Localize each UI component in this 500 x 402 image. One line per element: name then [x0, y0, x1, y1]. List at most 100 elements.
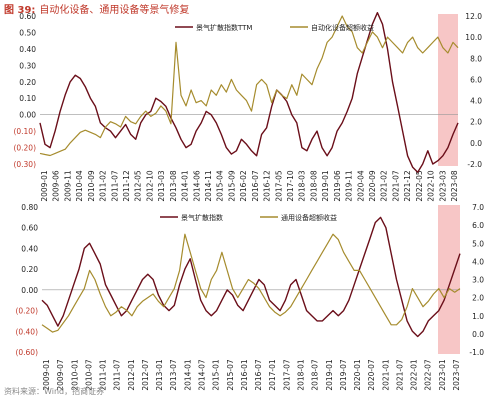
chart2-yleft-tick-5: (0.20) [15, 307, 38, 316]
chart2-yleft-tick-1: 0.60 [21, 224, 38, 233]
chart1-xtick-24: 2019-01 [321, 170, 330, 202]
chart1-xtick-11: 2013-08 [169, 170, 178, 202]
chart2-xtick-11: 2014-07 [198, 359, 207, 391]
chart2-legend-label-1: 景气扩散指数 [181, 213, 223, 222]
chart1-xtick-33: 2022-10 [427, 170, 436, 202]
chart1-yright-tick-5: 2.0 [470, 118, 482, 127]
chart1-xtick-14: 2014-11 [204, 170, 213, 202]
chart2-xtick-10: 2014-01 [183, 359, 192, 391]
chart1-xtick-35: 2023-08 [450, 170, 459, 202]
chart1-yleft-tick-7: (0.10) [13, 127, 36, 136]
chart1-xtick-25: 2019-06 [333, 170, 342, 202]
chart2-yright-tick-0: 7.0 [472, 203, 484, 212]
chart2-xtick-20: 2019-01 [325, 359, 334, 391]
chart1-xtick-10: 2013-03 [157, 170, 166, 202]
chart2-xtick-13: 2015-07 [226, 359, 235, 391]
chart1-xtick-3: 2010-04 [75, 170, 84, 202]
chart1-xtick-21: 2017-10 [286, 170, 295, 202]
chart1-xtick-13: 2014-06 [192, 170, 201, 202]
chart2-xtick-23: 2020-07 [367, 359, 376, 391]
chart1-yright-tick-2: 8.0 [470, 54, 482, 63]
chart2-xtick-12: 2015-01 [212, 359, 221, 391]
chart1-xtick-6: 2011-07 [110, 170, 119, 202]
chart1-xtick-34: 2023-03 [438, 170, 447, 202]
chart2-yright-tick-4: 3.0 [472, 276, 484, 285]
chart2-xtick-26: 2022-01 [410, 359, 419, 391]
chart1-xtick-20: 2017-05 [274, 170, 283, 202]
chart1-yright-tick-0: 12.0 [465, 12, 482, 21]
chart2-yright-tick-8: -1.0 [469, 348, 484, 357]
chart1-yleft-tick-3: 0.30 [19, 61, 36, 70]
chart1-xtick-22: 2018-03 [298, 170, 307, 202]
chart1-yright-tick-3: 6.0 [470, 75, 482, 84]
chart1-yleft-tick-4: 0.20 [19, 78, 36, 87]
chart1-xtick-28: 2020-09 [368, 170, 377, 202]
chart1-yleft-tick-9: (0.30) [13, 160, 36, 169]
chart2-yleft-tick-3: 0.20 [21, 265, 38, 274]
figure-title-text: 自动化设备、通用设备等景气修复 [39, 5, 190, 16]
chart1-yleft-tick-6: 0.00 [19, 111, 36, 120]
chart2-xtick-16: 2017-01 [268, 359, 277, 391]
chart1-yleft-tick-8: (0.20) [13, 144, 36, 153]
chart1-xtick-12: 2014-01 [181, 170, 190, 202]
chart1-legend-label-1: 景气扩散指数TTM [196, 23, 252, 32]
source-note: 资料来源：Wind，招商证券 [4, 387, 105, 396]
chart1-yright-tick-7: -2.0 [467, 160, 482, 169]
chart1-xtick-27: 2020-04 [356, 170, 365, 202]
chart2-yleft-tick-0: 0.80 [21, 203, 38, 212]
chart2-highlight-band [438, 205, 460, 354]
chart1-xtick-30: 2021-07 [391, 170, 400, 202]
chart1-xtick-8: 2012-05 [134, 170, 143, 202]
chart2-xtick-24: 2021-01 [381, 359, 390, 391]
chart1-yleft-tick-2: 0.40 [19, 45, 36, 54]
chart1-xtick-17: 2016-02 [239, 170, 248, 202]
chart1-highlight-band [438, 14, 458, 166]
chart2-xtick-5: 2011-07 [113, 359, 122, 391]
chart1-legend-label-2: 自动化设备超额收益 [311, 23, 374, 32]
chart2-xtick-28: 2023-01 [438, 359, 447, 391]
chart2-xtick-2: 2010-01 [70, 359, 79, 391]
chart2-xtick-7: 2012-07 [141, 359, 150, 391]
chart2-xtick-3: 2010-07 [84, 359, 93, 391]
chart2-yright-tick-2: 5.0 [472, 239, 484, 248]
figure-number: 图 39: [4, 5, 36, 16]
chart1-yright-tick-6: 0.0 [470, 139, 482, 148]
chart1-yleft-tick-1: 0.50 [19, 28, 36, 37]
chart1-xtick-29: 2021-02 [380, 170, 389, 202]
chart1-xtick-18: 2016-07 [251, 170, 260, 202]
chart2-xtick-22: 2020-01 [353, 359, 362, 391]
chart1-xtick-4: 2010-09 [87, 170, 96, 202]
chart2-yright-tick-3: 4.0 [472, 257, 484, 266]
chart1-xtick-7: 2011-12 [122, 170, 131, 202]
chart2-xtick-25: 2021-07 [395, 359, 404, 391]
chart1-yright-tick-1: 10.0 [465, 33, 482, 42]
chart2-xtick-8: 2013-01 [155, 359, 164, 391]
chart1-series-1-line [39, 11, 459, 173]
chart2-yright-tick-5: 2.0 [472, 294, 484, 303]
chart2-yleft-tick-4: 0.00 [21, 286, 38, 295]
chart2-xtick-14: 2016-01 [240, 359, 249, 391]
chart2-xtick-0: 2009-01 [42, 359, 51, 391]
chart2-xtick-18: 2018-01 [296, 359, 305, 391]
chart2-xtick-19: 2018-07 [311, 359, 320, 391]
chart1-xtick-16: 2015-09 [227, 170, 236, 202]
chart1-yleft-tick-0: 0.60 [19, 12, 36, 21]
chart2-xtick-29: 2023-07 [452, 359, 461, 391]
chart2-yleft-tick-7: (0.60) [15, 348, 38, 357]
figure-title: 图 39: 自动化设备、通用设备等景气修复 [4, 1, 190, 16]
chart1-xtick-1: 2009-06 [52, 170, 61, 202]
chart1-xtick-5: 2011-02 [99, 170, 108, 202]
chart2-legend-label-2: 通用设备超额收益 [281, 213, 337, 222]
chart2-series-1-line [41, 216, 461, 338]
chart2-xtick-9: 2013-07 [169, 359, 178, 391]
chart1-xtick-26: 2019-11 [345, 170, 354, 202]
chart1-xtick-15: 2015-04 [216, 170, 225, 202]
chart2-xtick-15: 2016-07 [254, 359, 263, 391]
chart1-yright-tick-4: 4.0 [470, 97, 482, 106]
chart2-yright-tick-7: 0.0 [472, 330, 484, 339]
chart1-xtick-0: 2009-01 [40, 170, 49, 202]
chart2-series-2-line [41, 233, 461, 333]
chart2-xtick-21: 2019-07 [339, 359, 348, 391]
chart1-xtick-31: 2021-12 [403, 170, 412, 202]
